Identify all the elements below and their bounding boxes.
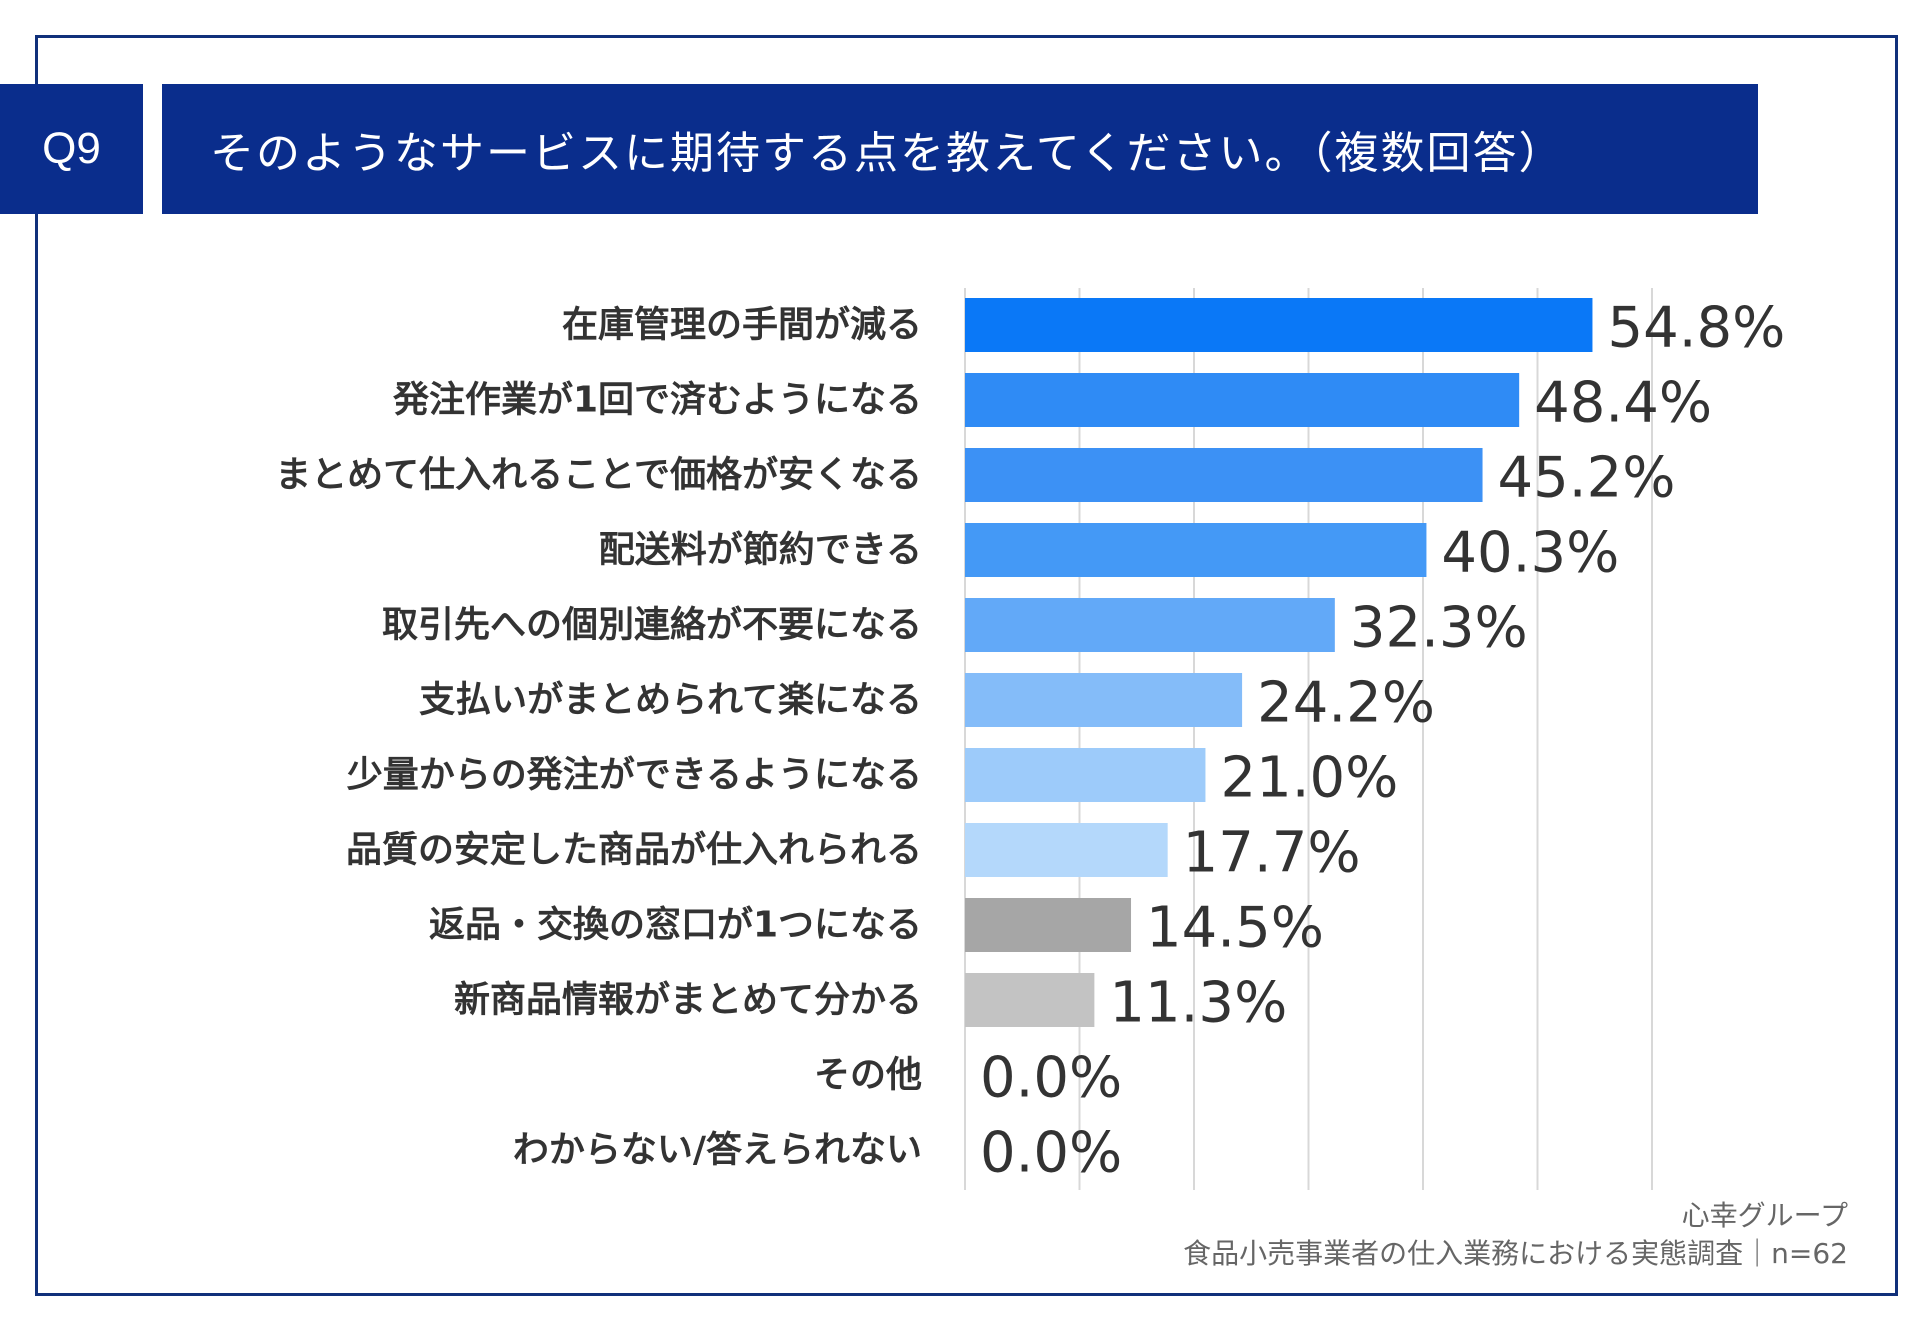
category-label: 取引先への個別連絡が不要になる (382, 605, 922, 646)
value-label: 32.3% (1350, 596, 1528, 661)
bar (965, 973, 1095, 1027)
category-label: 返品・交換の窓口が1つになる (429, 904, 922, 946)
grid-lines (964, 288, 1653, 1190)
bars (965, 298, 1593, 1027)
value-label: 21.0% (1220, 746, 1398, 811)
value-label: 17.7% (1183, 821, 1361, 886)
category-label: 品質の安定した商品が仕入れられる (346, 830, 922, 871)
value-label: 45.2% (1498, 446, 1676, 511)
category-label: まとめて仕入れることで価格が安くなる (275, 455, 922, 496)
chart-frame (35, 35, 1898, 1296)
category-label: わからない/答えられない (513, 1130, 922, 1171)
bar (965, 298, 1593, 352)
bar (965, 598, 1335, 652)
bar (965, 823, 1168, 877)
question-title: そのようなサービスに期待する点を教えてください。（複数回答） (162, 84, 1758, 214)
bar (965, 898, 1132, 952)
value-label: 0.0% (980, 1046, 1122, 1111)
category-labels: 在庫管理の手間が減る発注作業が1回で済むようになるまとめて仕入れることで価格が安… (275, 305, 922, 1171)
footer-survey: 食品小売事業者の仕入業務における実態調査｜n=62 (1183, 1237, 1848, 1270)
bar (965, 748, 1206, 802)
category-label: 発注作業が1回で済むようになる (393, 380, 922, 421)
value-label: 54.8% (1607, 296, 1785, 361)
category-label: その他 (814, 1055, 922, 1096)
bar (965, 673, 1243, 727)
category-label: 少量からの発注ができるようになる (347, 755, 922, 796)
value-label: 48.4% (1534, 371, 1712, 436)
category-label: 在庫管理の手間が減る (562, 305, 922, 346)
bar (965, 448, 1483, 502)
value-label: 14.5% (1146, 896, 1324, 961)
value-label: 11.3% (1109, 971, 1287, 1036)
question-number-badge: Q9 (0, 84, 143, 214)
value-label: 24.2% (1257, 671, 1435, 736)
value-labels: 54.8% 48.4% 45.2% 40.3% 32.3% 24.2% 21.0% 17.7%… (980, 296, 1785, 1186)
value-label: 40.3% (1441, 521, 1619, 586)
value-label: 0.0% (980, 1121, 1122, 1186)
bar (965, 373, 1520, 427)
category-label: 配送料が節約できる (599, 530, 922, 571)
footer-org: 心幸グループ (1681, 1199, 1848, 1232)
category-label: 新商品情報がまとめて分かる (454, 980, 922, 1021)
bar (965, 523, 1427, 577)
category-label: 支払いがまとめられて楽になる (419, 680, 922, 721)
